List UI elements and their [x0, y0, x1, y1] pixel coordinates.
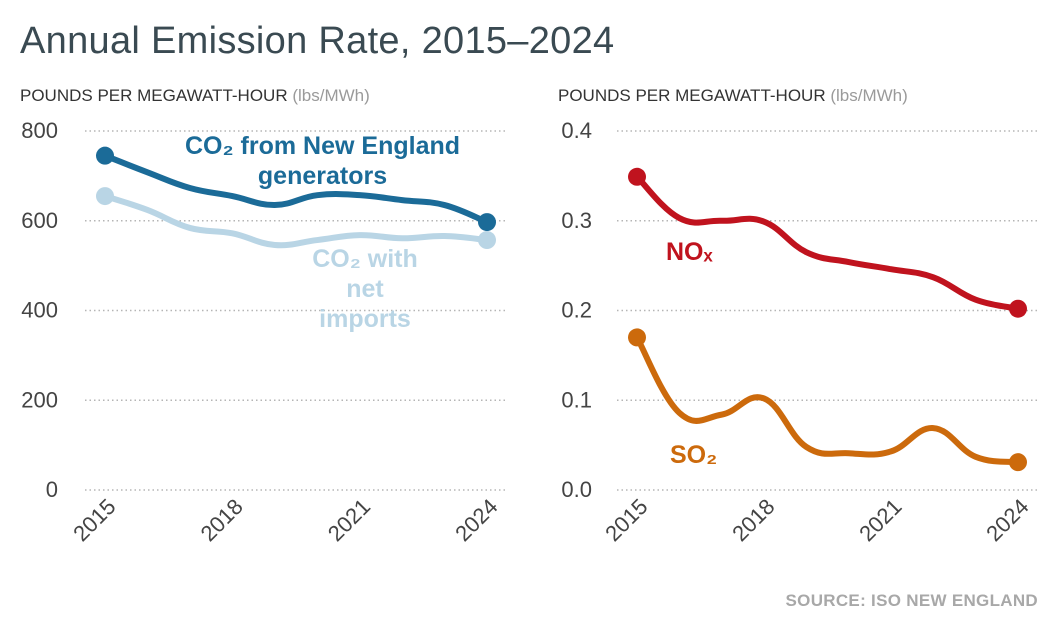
series-label-co2-imports: CO₂ with net imports — [312, 245, 418, 333]
right-y-axis-label: POUNDS PER MEGAWATT-HOUR (lbs/MWh) — [558, 86, 908, 105]
series-label-so2: SO₂ — [670, 441, 718, 469]
x-tick-label: 2021 — [323, 494, 375, 546]
endpoint-marker — [628, 328, 646, 347]
y-tick-label: 0.3 — [561, 208, 592, 233]
x-tick-label: 2021 — [854, 494, 906, 546]
x-tick-label: 2024 — [450, 494, 502, 546]
y-tick-label: 600 — [21, 208, 58, 233]
x-tick-label: 2015 — [68, 494, 120, 546]
y-tick-label: 200 — [21, 387, 58, 412]
endpoint-marker — [1009, 453, 1027, 472]
y-tick-label: 0.4 — [561, 118, 592, 143]
y-tick-label: 0 — [46, 477, 58, 502]
series-label-nox: NOₓ — [666, 238, 713, 266]
series-line — [634, 173, 1021, 312]
x-tick-label: 2018 — [196, 494, 248, 546]
source-note: SOURCE: ISO NEW ENGLAND — [785, 591, 1038, 610]
left-y-axis-label: POUNDS PER MEGAWATT-HOUR (lbs/MWh) — [20, 86, 370, 105]
series-label-co2-generators: CO₂ from New England generators — [185, 132, 461, 190]
series-line — [102, 152, 490, 226]
chart-title: Annual Emission Rate, 2015–2024 — [20, 20, 615, 62]
y-tick-label: 0.1 — [561, 387, 592, 412]
x-tick-label: 2018 — [727, 494, 779, 546]
endpoint-marker — [96, 146, 114, 165]
endpoint-marker — [96, 187, 114, 206]
y-tick-label: 0.0 — [561, 477, 592, 502]
endpoint-marker — [628, 167, 646, 186]
y-tick-label: 400 — [21, 298, 58, 323]
y-tick-label: 800 — [21, 118, 58, 143]
endpoint-marker — [478, 231, 496, 250]
endpoint-marker — [1009, 299, 1027, 318]
series-line — [634, 334, 1021, 466]
x-tick-label: 2015 — [600, 494, 652, 546]
endpoint-marker — [478, 213, 496, 232]
y-tick-label: 0.2 — [561, 298, 592, 323]
x-tick-label: 2024 — [981, 494, 1033, 546]
series-line — [102, 193, 490, 249]
